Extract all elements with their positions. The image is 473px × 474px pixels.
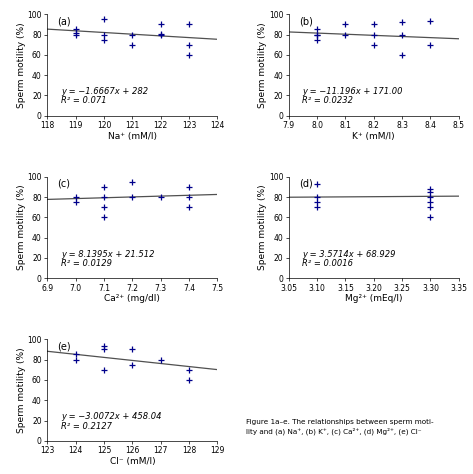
Text: Figure 1a–e. The relationships between sperm moti-
lity and (a) Na⁺, (b) K⁺, (c): Figure 1a–e. The relationships between s… bbox=[246, 419, 434, 436]
Text: R² = 0.0232: R² = 0.0232 bbox=[302, 97, 353, 106]
Point bbox=[157, 30, 165, 37]
X-axis label: Na⁺ (mM/l): Na⁺ (mM/l) bbox=[108, 132, 157, 141]
Point bbox=[100, 31, 108, 38]
Text: y = −1.6667x + 282: y = −1.6667x + 282 bbox=[61, 87, 148, 96]
X-axis label: K⁺ (mM/l): K⁺ (mM/l) bbox=[352, 132, 395, 141]
Y-axis label: Sperm motility (%): Sperm motility (%) bbox=[258, 185, 267, 270]
Text: (e): (e) bbox=[58, 341, 71, 351]
Point bbox=[157, 31, 165, 38]
Point bbox=[100, 214, 108, 221]
Point bbox=[157, 356, 165, 364]
Point bbox=[100, 16, 108, 23]
Point bbox=[185, 376, 193, 383]
Point bbox=[370, 31, 377, 38]
Point bbox=[313, 31, 321, 38]
Point bbox=[72, 26, 79, 33]
Point bbox=[427, 188, 434, 196]
Point bbox=[313, 203, 321, 211]
Text: y = 3.5714x + 68.929: y = 3.5714x + 68.929 bbox=[302, 250, 396, 259]
Point bbox=[398, 51, 406, 59]
Text: y = 8.1395x + 21.512: y = 8.1395x + 21.512 bbox=[61, 250, 154, 259]
Point bbox=[72, 356, 79, 364]
Text: y = −11.196x + 171.00: y = −11.196x + 171.00 bbox=[302, 87, 403, 96]
Point bbox=[185, 193, 193, 201]
Text: y = −3.0072x + 458.04: y = −3.0072x + 458.04 bbox=[61, 412, 161, 421]
Point bbox=[100, 203, 108, 211]
Point bbox=[185, 203, 193, 211]
Point bbox=[100, 343, 108, 350]
Point bbox=[129, 41, 136, 48]
Point bbox=[72, 193, 79, 201]
Point bbox=[313, 31, 321, 38]
Text: R² = 0.071: R² = 0.071 bbox=[61, 97, 106, 106]
Point bbox=[100, 346, 108, 353]
Point bbox=[427, 203, 434, 211]
Point bbox=[427, 214, 434, 221]
Point bbox=[427, 193, 434, 201]
Point bbox=[427, 18, 434, 25]
Point bbox=[129, 346, 136, 353]
Point bbox=[185, 41, 193, 48]
Y-axis label: Sperm motility (%): Sperm motility (%) bbox=[258, 22, 267, 108]
Point bbox=[370, 20, 377, 28]
Point bbox=[100, 36, 108, 44]
Point bbox=[185, 366, 193, 374]
Point bbox=[157, 193, 165, 201]
Text: R² = 0.0129: R² = 0.0129 bbox=[61, 259, 112, 268]
Point bbox=[313, 26, 321, 33]
Point bbox=[129, 193, 136, 201]
Point bbox=[72, 31, 79, 38]
Point bbox=[157, 20, 165, 28]
Text: (b): (b) bbox=[299, 16, 313, 26]
Point bbox=[427, 185, 434, 193]
Point bbox=[72, 198, 79, 206]
X-axis label: Mg²⁺ (mEq/l): Mg²⁺ (mEq/l) bbox=[345, 294, 403, 303]
Point bbox=[427, 198, 434, 206]
Point bbox=[342, 20, 349, 28]
Point bbox=[313, 180, 321, 188]
X-axis label: Ca²⁺ (mg/dl): Ca²⁺ (mg/dl) bbox=[105, 294, 160, 303]
Text: (c): (c) bbox=[58, 179, 70, 189]
X-axis label: Cl⁻ (mM/l): Cl⁻ (mM/l) bbox=[110, 457, 155, 466]
Text: (d): (d) bbox=[299, 179, 313, 189]
Point bbox=[427, 41, 434, 48]
Point bbox=[100, 183, 108, 191]
Point bbox=[185, 20, 193, 28]
Point bbox=[313, 193, 321, 201]
Point bbox=[370, 41, 377, 48]
Point bbox=[72, 351, 79, 358]
Text: R² = 0.0016: R² = 0.0016 bbox=[302, 259, 353, 268]
Point bbox=[342, 31, 349, 38]
Point bbox=[100, 193, 108, 201]
Y-axis label: Sperm motility (%): Sperm motility (%) bbox=[17, 185, 26, 270]
Point bbox=[398, 18, 406, 26]
Point bbox=[129, 178, 136, 186]
Y-axis label: Sperm motility (%): Sperm motility (%) bbox=[17, 22, 26, 108]
Point bbox=[185, 51, 193, 59]
Point bbox=[313, 36, 321, 44]
Point bbox=[185, 183, 193, 191]
Point bbox=[72, 29, 79, 36]
Point bbox=[313, 198, 321, 206]
Point bbox=[100, 366, 108, 374]
Point bbox=[129, 361, 136, 368]
Text: (a): (a) bbox=[58, 16, 71, 26]
Text: R² = 0.2127: R² = 0.2127 bbox=[61, 421, 112, 430]
Y-axis label: Sperm motility (%): Sperm motility (%) bbox=[17, 347, 26, 433]
Point bbox=[398, 31, 406, 38]
Point bbox=[129, 31, 136, 38]
